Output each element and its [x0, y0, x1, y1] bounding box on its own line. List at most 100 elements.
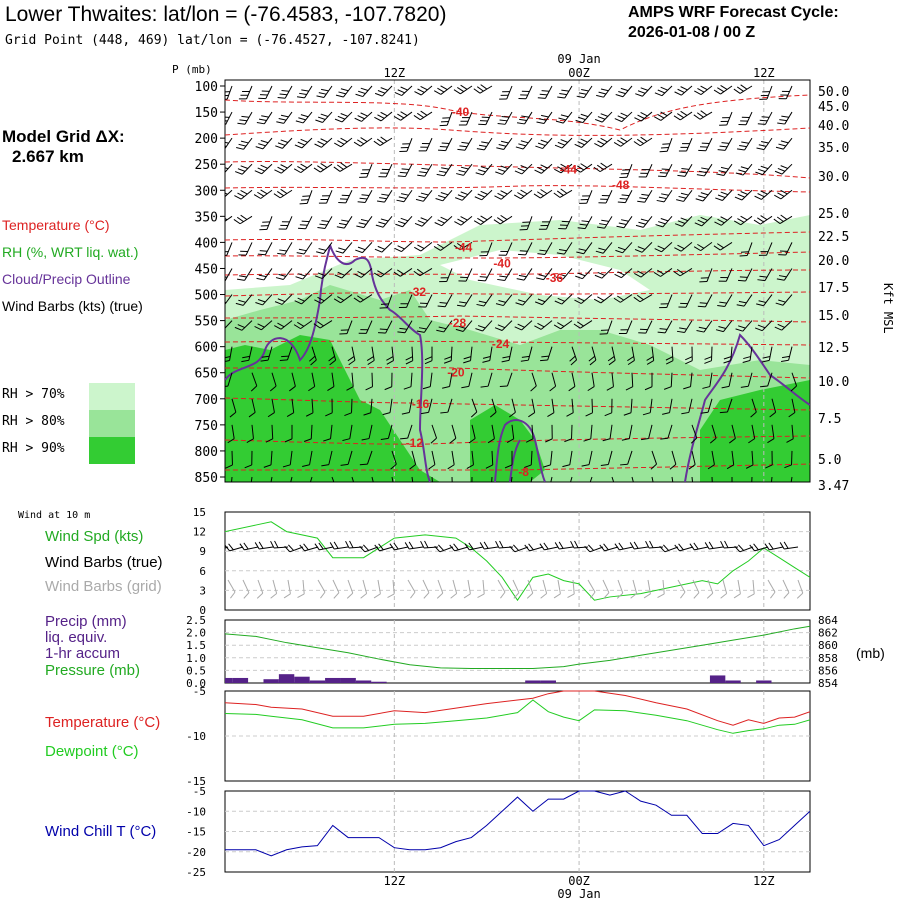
wind10-barb-true [254, 541, 274, 550]
wind-barb [528, 398, 536, 418]
wind10-barb-grid [657, 579, 665, 598]
legend-rh: RH (%, WRT liq. wat.) [2, 244, 139, 260]
pressure-axis-title: P (mb) [172, 63, 212, 76]
wind-barb [275, 268, 293, 280]
wind-barb [314, 294, 333, 304]
wind10-barb-grid [796, 579, 804, 599]
wind-barb [594, 268, 613, 279]
wind10-barb-true [329, 541, 349, 550]
wind-barb [588, 346, 597, 366]
rh90-region-3 [700, 380, 810, 482]
wind10-barb-true [584, 544, 604, 553]
temp-contour-40b [225, 251, 810, 259]
wind10-barb-grid [767, 579, 776, 599]
wind-barb [548, 476, 553, 482]
wind-barb [683, 372, 693, 390]
wind-barb [620, 450, 633, 466]
wind-barb [225, 163, 233, 176]
pressure-tick-label: 858 [818, 652, 838, 665]
wind-barb [411, 476, 415, 482]
legend-cloud: Cloud/Precip Outline [2, 271, 131, 287]
precip-tick-label: 1.0 [186, 652, 206, 665]
wind-barb [288, 476, 293, 482]
wind-barb [516, 268, 533, 281]
wind10-barb-grid [463, 579, 471, 599]
wind-barb [225, 111, 233, 126]
cloud-outline-4 [509, 439, 521, 482]
wind10-barb-true [539, 542, 559, 551]
wind10-barb-grid [553, 579, 561, 599]
wind-barb [757, 111, 773, 125]
wind-barb [278, 216, 293, 230]
wind-barb [379, 294, 393, 309]
chill-tick-label: -20 [186, 846, 206, 859]
wind-barb [642, 398, 653, 416]
rh70-swatch [89, 383, 135, 410]
wind-barb [618, 320, 633, 335]
wind10-barb-grid [733, 579, 741, 599]
wind-barb [518, 85, 533, 100]
wind-barb [739, 242, 753, 257]
wind-barb [485, 450, 494, 469]
wind-barb [691, 476, 694, 482]
wind-barb [374, 242, 393, 253]
model-grid-info: Model Grid ΔX: 2.667 km [2, 127, 125, 167]
wind-barb [225, 215, 233, 225]
page-title: Lower Thwaites: lat/lon = (-76.4583, -10… [5, 3, 447, 26]
wind-barb [313, 163, 333, 173]
wind10-barb-grid [332, 579, 340, 599]
wind-barb [403, 372, 413, 390]
wind-barb [401, 398, 413, 415]
precip-bar [278, 674, 295, 683]
wind-barb [336, 216, 353, 229]
chill-panel-series [225, 790, 810, 857]
wind-barb [416, 320, 433, 333]
wind10-barb-true [674, 543, 694, 552]
wind-barb [688, 450, 696, 470]
wind-barb [296, 85, 313, 99]
wind-barb [536, 111, 553, 125]
wind-barb [593, 162, 613, 173]
forecast-cycle: AMPS WRF Forecast Cycle: 2026-01-08 / 00… [628, 3, 839, 43]
pressure-tick-label: 750 [195, 419, 218, 434]
wind-barb [733, 84, 753, 94]
wind-barb [613, 294, 633, 303]
wind10-barb-grid [422, 579, 430, 599]
wind-barb [418, 294, 433, 308]
wind-barb [729, 424, 736, 444]
height-tick-label: 25.0 [818, 207, 849, 222]
temp-contour-16 [225, 397, 810, 411]
wind-barb [644, 372, 653, 391]
wind-barb [673, 110, 693, 121]
chill-tick-label: -5 [193, 785, 206, 798]
wind-barb [694, 85, 713, 96]
temperature-label: -40 [452, 105, 470, 119]
pressure-tick-label: 100 [195, 80, 218, 95]
wind-barb [669, 450, 677, 470]
wind-barb [574, 294, 593, 304]
wind10-barb-true [599, 543, 619, 552]
wind-barb [665, 346, 674, 365]
wind-barb [634, 111, 653, 122]
wind-barb [621, 424, 633, 441]
wind-barb [576, 242, 593, 255]
wind-barb [296, 242, 313, 255]
wind10-barb-grid [373, 579, 381, 599]
wind-barb [750, 476, 753, 482]
wind-barb [757, 268, 773, 282]
wind-barb [227, 424, 235, 444]
wind-barb [726, 450, 735, 470]
pressure-tick-label: 600 [195, 341, 218, 356]
wind-barb [390, 450, 397, 470]
wind-barb [323, 424, 333, 442]
wind-barb [309, 346, 317, 366]
wind-barb [594, 137, 613, 148]
wind10-barb-true [404, 541, 424, 550]
wind-barb [268, 476, 273, 482]
wind-barb [257, 242, 273, 256]
wind-barb [583, 424, 593, 442]
pressure-tick-label: 150 [195, 106, 218, 121]
height-tick-label: 7.5 [818, 412, 841, 427]
precip-bar [709, 675, 726, 683]
temperature-label: -48 [612, 178, 630, 192]
